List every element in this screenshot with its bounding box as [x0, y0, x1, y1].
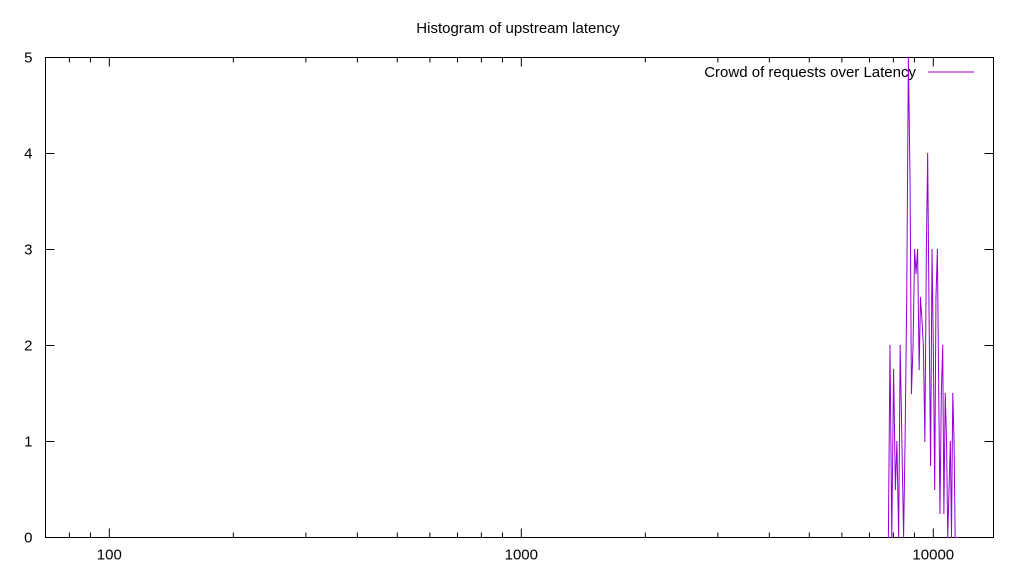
data-point-0-0: [887, 536, 889, 539]
data-point-0-2: [891, 536, 893, 539]
legend-entry-label: Crowd of requests over Latency: [704, 64, 916, 81]
data-point-0-44: [952, 392, 954, 395]
data-point-0-40: [947, 536, 949, 539]
data-point-0-47: [955, 536, 958, 539]
data-point-0-28: [931, 248, 933, 251]
y-tick-label-1: 1: [24, 434, 32, 451]
data-point-0-30: [934, 488, 936, 491]
data-point-0-13: [909, 176, 911, 179]
data-point-0-36: [942, 344, 944, 347]
data-point-0-10: [904, 440, 906, 443]
data-point-0-41: [948, 488, 950, 491]
data-point-0-18: [916, 248, 919, 251]
series-layer: [887, 56, 959, 539]
data-point-0-22: [922, 344, 924, 347]
data-point-0-31: [935, 296, 937, 299]
data-point-0-37: [943, 512, 945, 515]
data-point-0-12: [907, 56, 909, 59]
data-point-0-6: [898, 536, 900, 539]
data-point-0-32: [936, 248, 938, 251]
data-point-0-16: [914, 248, 916, 251]
data-point-0-5: [896, 440, 898, 443]
data-point-0-3: [892, 368, 895, 371]
data-point-0-27: [929, 464, 932, 467]
data-point-0-35: [940, 392, 942, 395]
plot-frame: [45, 57, 994, 538]
y-tick-label-2: 2: [24, 338, 32, 355]
legend: Crowd of requests over Latency: [704, 64, 974, 81]
data-point-0-11: [906, 296, 908, 299]
data-point-0-48: [957, 536, 959, 539]
x-tick-label-1: 1000: [505, 547, 538, 564]
x-tick-label-2: 10000: [912, 547, 954, 564]
y-tick-label-3: 3: [24, 242, 32, 259]
data-point-0-26: [928, 320, 930, 323]
data-point-0-42: [949, 440, 951, 443]
y-tick-label-4: 4: [24, 146, 32, 163]
data-point-0-9: [902, 536, 905, 539]
data-point-0-24: [925, 248, 927, 251]
y-axis: 0 1 2 3 4 5: [24, 50, 994, 547]
data-point-0-43: [950, 536, 953, 539]
data-point-0-4: [894, 488, 896, 491]
y-tick-label-5: 5: [24, 50, 32, 67]
data-point-0-25: [927, 152, 929, 155]
data-point-0-23: [924, 440, 926, 443]
data-point-0-15: [912, 344, 914, 347]
data-point-0-19: [918, 368, 920, 371]
series-line-0: [887, 57, 958, 538]
data-point-0-7: [899, 344, 901, 347]
data-point-0-14: [910, 392, 913, 395]
x-axis: 100 1000 10000: [45, 57, 954, 564]
data-point-0-45: [953, 440, 955, 443]
data-point-0-39: [945, 440, 948, 443]
chart-title: Histogram of upstream latency: [416, 20, 620, 37]
data-point-0-20: [919, 296, 922, 299]
data-point-0-33: [938, 392, 940, 395]
data-point-0-46: [954, 536, 956, 539]
y-tick-label-0: 0: [24, 530, 32, 547]
data-point-0-1: [889, 344, 891, 347]
data-point-0-8: [901, 440, 903, 443]
data-point-0-29: [932, 344, 934, 347]
x-tick-label-0: 100: [97, 547, 122, 564]
data-point-0-21: [921, 320, 923, 323]
data-point-0-17: [915, 272, 917, 275]
data-point-0-34: [939, 512, 941, 515]
data-point-0-38: [944, 392, 946, 395]
